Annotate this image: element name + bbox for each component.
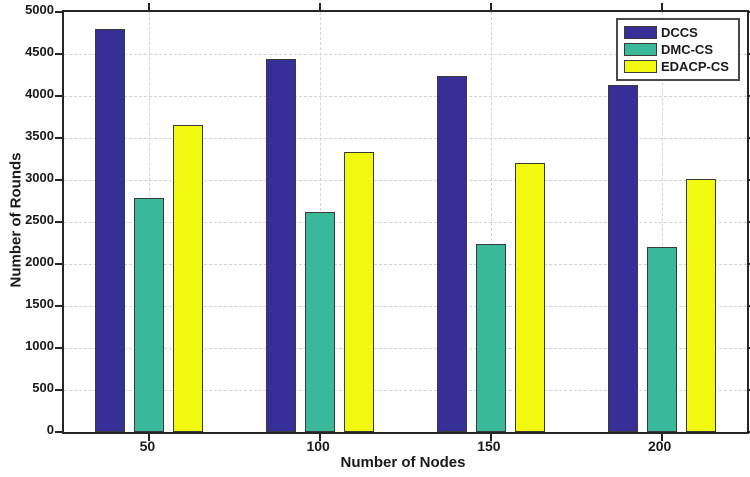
y-axis-tick-left bbox=[55, 53, 62, 55]
h-gridline bbox=[64, 180, 747, 181]
y-axis-tick-left bbox=[55, 95, 62, 97]
bar-dmc-cs-200 bbox=[646, 247, 677, 432]
h-gridline bbox=[64, 306, 747, 307]
x-tick-label: 200 bbox=[647, 438, 672, 454]
y-tick-label: 4500 bbox=[25, 44, 54, 59]
v-gridline bbox=[490, 12, 492, 432]
bar-dmc-cs-100 bbox=[305, 211, 336, 432]
y-tick-label: 5000 bbox=[25, 2, 54, 17]
y-axis-tick-left bbox=[55, 11, 62, 13]
h-gridline bbox=[64, 264, 747, 265]
y-tick-label: 0 bbox=[46, 422, 54, 437]
h-gridline bbox=[64, 222, 747, 223]
h-gridline bbox=[64, 138, 747, 139]
bar-dccs-50 bbox=[95, 28, 126, 432]
h-gridline bbox=[64, 390, 747, 391]
y-axis-tick-left bbox=[55, 137, 62, 139]
x-axis-tick-bottom bbox=[660, 434, 663, 441]
x-tick-label: 100 bbox=[306, 438, 330, 454]
bar-dmc-cs-50 bbox=[134, 198, 165, 432]
x-axis-tick-top bbox=[148, 3, 151, 10]
legend-item-edacp-cs: EDACP-CS bbox=[624, 58, 732, 75]
x-axis-label: Number of Nodes bbox=[340, 454, 466, 471]
v-gridline bbox=[661, 12, 663, 432]
y-tick-label: 1500 bbox=[25, 296, 54, 311]
bar-dmc-cs-150 bbox=[475, 243, 506, 432]
legend-item-dmc-cs: DMC-CS bbox=[624, 41, 732, 58]
h-gridline bbox=[64, 348, 747, 349]
y-axis-tick-left bbox=[55, 179, 62, 181]
x-tick-label: 150 bbox=[477, 438, 501, 454]
y-tick-label: 3500 bbox=[25, 128, 54, 143]
bar-dccs-150 bbox=[436, 75, 467, 432]
x-axis-tick-top bbox=[319, 3, 322, 10]
y-tick-label: 500 bbox=[32, 380, 54, 395]
x-axis-tick-top bbox=[660, 3, 663, 10]
x-axis-tick-bottom bbox=[489, 434, 492, 441]
legend-label: DMC-CS bbox=[661, 42, 713, 57]
y-axis-tick-left bbox=[55, 263, 62, 265]
y-axis-tick-left bbox=[55, 431, 62, 433]
legend-swatch-dmc-cs bbox=[624, 43, 657, 56]
bar-edacp-cs-100 bbox=[344, 152, 375, 432]
y-tick-label: 2000 bbox=[25, 254, 54, 269]
legend-swatch-edacp-cs bbox=[624, 60, 657, 73]
y-tick-label: 3000 bbox=[25, 170, 54, 185]
legend: DCCS DMC-CS EDACP-CS bbox=[616, 18, 740, 81]
x-tick-label: 50 bbox=[139, 438, 156, 454]
bar-dccs-200 bbox=[607, 85, 638, 432]
h-gridline bbox=[64, 54, 747, 55]
h-gridline bbox=[64, 96, 747, 97]
bar-edacp-cs-200 bbox=[685, 179, 716, 432]
x-axis-tick-top bbox=[489, 3, 492, 10]
legend-item-dccs: DCCS bbox=[624, 24, 732, 41]
y-axis-tick-left bbox=[55, 305, 62, 307]
x-axis-tick-bottom bbox=[148, 434, 151, 441]
bar-dccs-100 bbox=[266, 59, 297, 432]
y-axis-tick-left bbox=[55, 389, 62, 391]
y-axis-tick-left bbox=[55, 221, 62, 223]
y-tick-label: 4000 bbox=[25, 86, 54, 101]
x-axis-tick-bottom bbox=[319, 434, 322, 441]
bar-edacp-cs-50 bbox=[173, 124, 204, 432]
legend-label: DCCS bbox=[661, 25, 698, 40]
y-tick-label: 1000 bbox=[25, 338, 54, 353]
legend-swatch-dccs bbox=[624, 26, 657, 39]
y-tick-label: 2500 bbox=[25, 212, 54, 227]
legend-label: EDACP-CS bbox=[661, 59, 729, 74]
bar-edacp-cs-150 bbox=[514, 163, 545, 432]
y-axis-tick-left bbox=[55, 347, 62, 349]
